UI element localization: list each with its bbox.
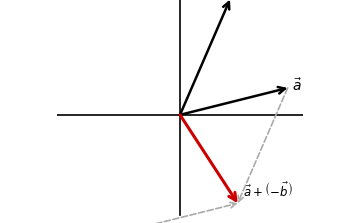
Text: $\vec{a}+\left(-\vec{b}\right)$: $\vec{a}+\left(-\vec{b}\right)$	[243, 182, 293, 200]
Text: $\vec{a}$: $\vec{a}$	[292, 78, 302, 94]
